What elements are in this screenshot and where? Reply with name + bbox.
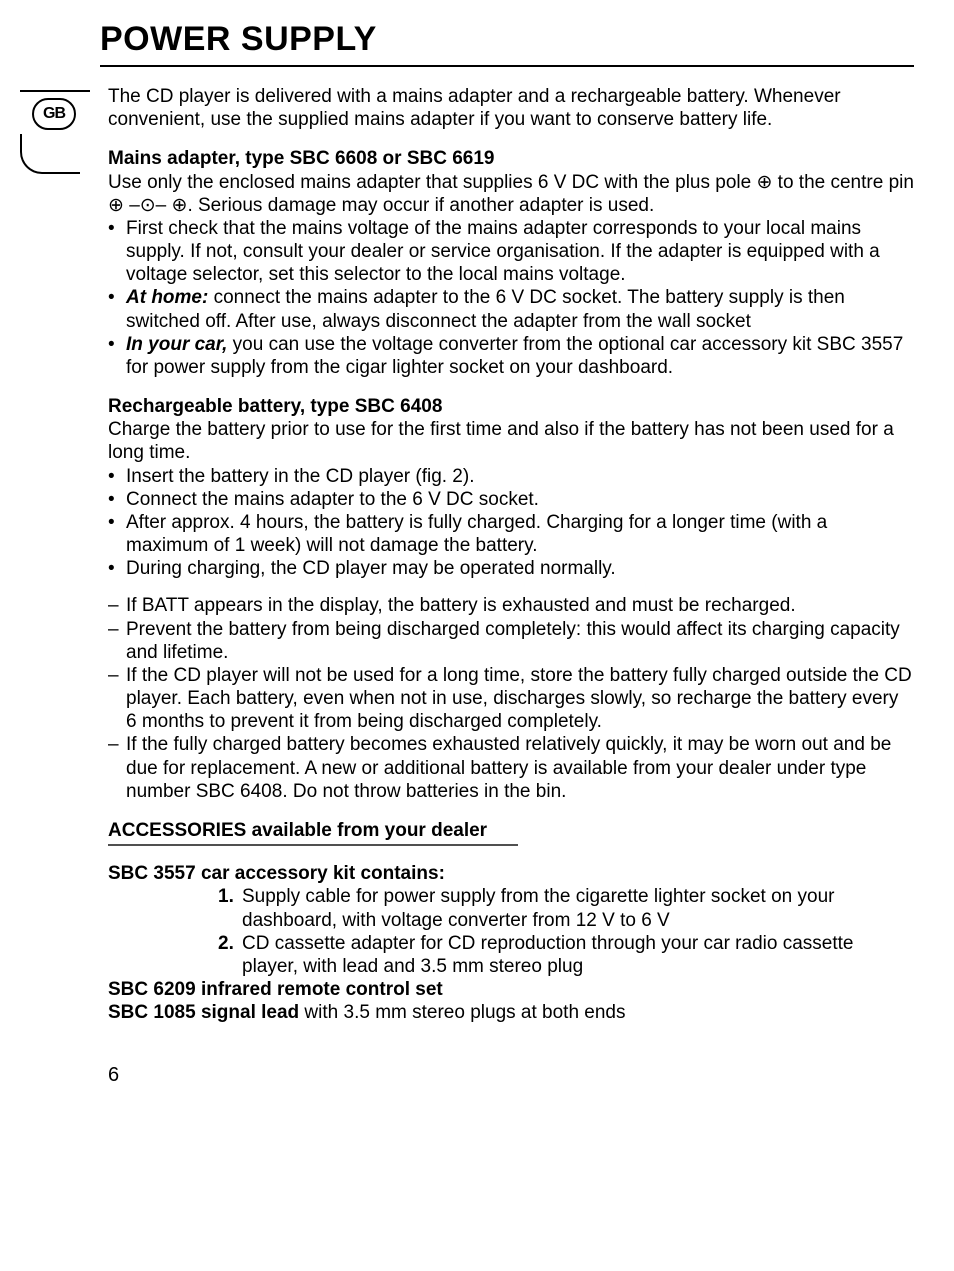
battery-section: Rechargeable battery, type SBC 6408 Char…: [108, 395, 914, 803]
mains-bullet-car: In your car, you can use the voltage con…: [108, 333, 914, 379]
accessories-section: ACCESSORIES available from your dealer S…: [108, 819, 914, 1024]
mains-bullet-home: At home: connect the mains adapter to th…: [108, 286, 914, 332]
kit-heading: SBC 3557 car accessory kit contains:: [108, 862, 914, 885]
kit-item-cassette: CD cassette adapter for CD reproduction …: [218, 932, 914, 978]
page-number: 6: [108, 1064, 914, 1087]
battery-note-prevent: Prevent the battery from being discharge…: [108, 618, 914, 664]
in-car-label: In your car,: [126, 334, 227, 355]
signal-lead-text: with 3.5 mm stereo plugs at both ends: [299, 1002, 625, 1023]
battery-bullet-connect: Connect the mains adapter to the 6 V DC …: [108, 488, 914, 511]
battery-note-store: If the CD player will not be used for a …: [108, 664, 914, 734]
signal-lead-label: SBC 1085 signal lead: [108, 1002, 299, 1023]
accessories-divider: [108, 844, 518, 846]
in-car-text: you can use the voltage converter from t…: [126, 334, 903, 378]
mains-heading: Mains adapter, type SBC 6608 or SBC 6619: [108, 147, 914, 170]
intro-paragraph: The CD player is delivered with a mains …: [108, 85, 914, 131]
battery-bullet-insert: Insert the battery in the CD player (fig…: [108, 465, 914, 488]
battery-note-replace: If the fully charged battery becomes exh…: [108, 733, 914, 803]
accessories-heading: ACCESSORIES available from your dealer: [108, 819, 914, 842]
mains-bullet-check: First check that the mains voltage of th…: [108, 217, 914, 287]
at-home-label: At home:: [126, 287, 208, 308]
gb-language-badge: GB: [20, 90, 90, 174]
gb-icon: GB: [32, 98, 76, 130]
battery-bullet-operate: During charging, the CD player may be op…: [108, 557, 914, 580]
battery-heading: Rechargeable battery, type SBC 6408: [108, 395, 914, 418]
signal-lead-line: SBC 1085 signal lead with 3.5 mm stereo …: [108, 1001, 914, 1024]
at-home-text: connect the mains adapter to the 6 V DC …: [126, 287, 845, 331]
mains-lead: Use only the enclosed mains adapter that…: [108, 171, 914, 217]
page-title: POWER SUPPLY: [100, 20, 914, 59]
battery-bullet-charge: After approx. 4 hours, the battery is fu…: [108, 511, 914, 557]
kit-item-cable: Supply cable for power supply from the c…: [218, 885, 914, 931]
mains-adapter-section: Mains adapter, type SBC 6608 or SBC 6619…: [108, 147, 914, 379]
battery-lead: Charge the battery prior to use for the …: [108, 418, 914, 464]
ir-remote-line: SBC 6209 infrared remote control set: [108, 978, 914, 1001]
battery-note-batt: If BATT appears in the display, the batt…: [108, 594, 914, 617]
